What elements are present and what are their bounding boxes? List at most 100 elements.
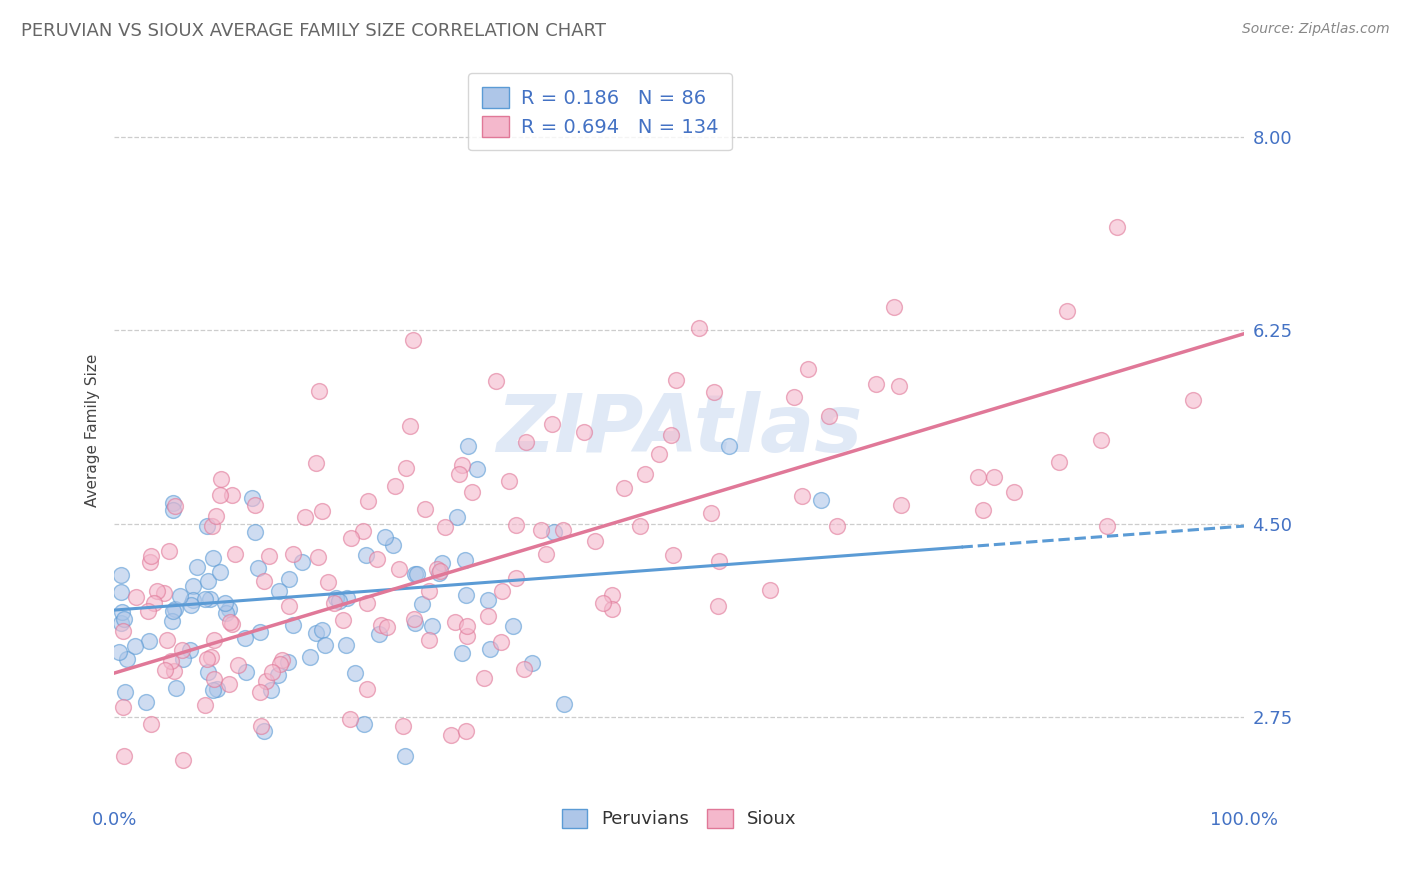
- Point: [1107, 219, 1129, 234]
- Point: [368, 627, 391, 641]
- Point: [218, 602, 240, 616]
- Point: [160, 614, 183, 628]
- Point: [344, 666, 367, 681]
- Text: ZIPAtlas: ZIPAtlas: [496, 391, 862, 469]
- Point: [186, 560, 208, 574]
- Point: [114, 685, 136, 699]
- Point: [634, 467, 657, 481]
- Point: [172, 652, 194, 666]
- Point: [249, 685, 271, 699]
- Point: [394, 749, 416, 764]
- Point: [456, 619, 478, 633]
- Point: [541, 417, 564, 431]
- Point: [138, 634, 160, 648]
- Point: [648, 447, 671, 461]
- Point: [983, 470, 1005, 484]
- Point: [688, 321, 710, 335]
- Point: [181, 593, 204, 607]
- Point: [474, 671, 496, 685]
- Point: [600, 602, 623, 616]
- Point: [254, 673, 277, 688]
- Point: [218, 676, 240, 690]
- Point: [153, 663, 176, 677]
- Point: [201, 551, 224, 566]
- Point: [446, 510, 468, 524]
- Point: [291, 556, 314, 570]
- Point: [110, 585, 132, 599]
- Point: [485, 375, 508, 389]
- Point: [270, 652, 292, 666]
- Point: [572, 425, 595, 439]
- Point: [972, 503, 994, 517]
- Point: [1090, 433, 1112, 447]
- Point: [209, 488, 232, 502]
- Point: [249, 624, 271, 639]
- Point: [374, 530, 396, 544]
- Point: [354, 549, 377, 563]
- Point: [194, 591, 217, 606]
- Point: [294, 510, 316, 524]
- Point: [661, 428, 683, 442]
- Point: [247, 561, 270, 575]
- Point: [1002, 485, 1025, 500]
- Point: [1047, 455, 1070, 469]
- Point: [307, 550, 329, 565]
- Point: [357, 494, 380, 508]
- Point: [536, 548, 558, 562]
- Point: [162, 496, 184, 510]
- Point: [553, 523, 575, 537]
- Point: [890, 499, 912, 513]
- Point: [314, 638, 336, 652]
- Point: [112, 612, 135, 626]
- Point: [454, 589, 477, 603]
- Point: [155, 633, 177, 648]
- Point: [308, 384, 330, 398]
- Point: [398, 418, 420, 433]
- Point: [112, 624, 135, 638]
- Point: [505, 572, 527, 586]
- Point: [353, 524, 375, 538]
- Point: [402, 333, 425, 347]
- Point: [179, 642, 201, 657]
- Point: [139, 555, 162, 569]
- Point: [214, 596, 236, 610]
- Point: [224, 547, 246, 561]
- Point: [165, 681, 187, 696]
- Point: [111, 605, 134, 619]
- Point: [336, 591, 359, 606]
- Point: [404, 615, 426, 630]
- Point: [465, 462, 488, 476]
- Point: [370, 617, 392, 632]
- Legend: Peruvians, Sioux: Peruvians, Sioux: [554, 802, 804, 836]
- Point: [513, 662, 536, 676]
- Point: [456, 724, 478, 739]
- Point: [426, 561, 449, 575]
- Point: [515, 434, 537, 449]
- Point: [717, 440, 740, 454]
- Point: [430, 556, 453, 570]
- Point: [818, 409, 841, 423]
- Point: [124, 639, 146, 653]
- Point: [180, 599, 202, 613]
- Point: [366, 551, 388, 566]
- Point: [491, 584, 513, 599]
- Point: [790, 489, 813, 503]
- Point: [311, 623, 333, 637]
- Point: [440, 728, 463, 742]
- Point: [267, 668, 290, 682]
- Point: [278, 572, 301, 586]
- Point: [392, 719, 415, 733]
- Point: [325, 591, 347, 605]
- Point: [887, 379, 910, 393]
- Point: [335, 638, 357, 652]
- Point: [592, 596, 614, 610]
- Point: [160, 654, 183, 668]
- Point: [305, 625, 328, 640]
- Point: [429, 564, 451, 578]
- Point: [136, 603, 159, 617]
- Point: [299, 649, 322, 664]
- Point: [112, 748, 135, 763]
- Point: [628, 519, 651, 533]
- Point: [413, 501, 436, 516]
- Point: [162, 664, 184, 678]
